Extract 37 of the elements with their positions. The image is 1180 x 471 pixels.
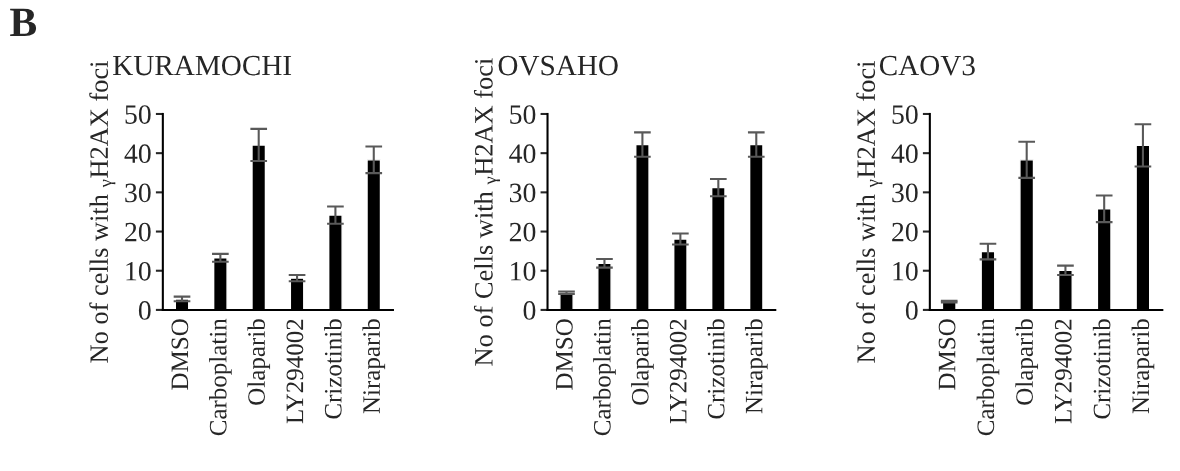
y-tick-label: 10 bbox=[893, 261, 918, 281]
text: B bbox=[10, 8, 37, 37]
y-tick-label: 10 bbox=[511, 261, 536, 281]
y-tick-label: 20 bbox=[509, 222, 536, 242]
x-tick-label: Crizotinib bbox=[324, 319, 342, 419]
y-tick-label: 10 bbox=[126, 261, 151, 281]
x-tick-label: LY294002 bbox=[669, 319, 687, 424]
y-tick-label: 20 bbox=[125, 222, 151, 242]
y-tick-label: 30 bbox=[892, 183, 918, 203]
y-tick-label: 50 bbox=[510, 105, 536, 124]
y-tick-label: 0 bbox=[905, 301, 918, 320]
x-tick-label: Carboplatin bbox=[976, 318, 1000, 436]
x-tick-label: Niraparib bbox=[1131, 319, 1155, 414]
y-tick-label: 40 bbox=[509, 144, 536, 164]
x-tick-label: DMSO bbox=[938, 319, 956, 390]
y-tick-label: 0 bbox=[523, 301, 536, 320]
y-tick-label: 50 bbox=[892, 105, 918, 124]
y-tick-label: 20 bbox=[892, 222, 918, 242]
x-tick-label: Niraparib bbox=[362, 319, 386, 414]
x-tick-label: Olaparib bbox=[631, 319, 654, 405]
y-tick-label: 40 bbox=[124, 144, 151, 164]
x-tick-label: Olaparib bbox=[247, 319, 271, 405]
x-tick-label: Niraparib bbox=[744, 319, 768, 414]
x-tick-label: Crizotinib bbox=[1092, 319, 1111, 419]
x-tick-label: DMSO bbox=[171, 319, 189, 390]
y-tick-label: 30 bbox=[125, 183, 151, 203]
x-tick-label: LY294002 bbox=[1054, 319, 1072, 424]
y-tick-label: 50 bbox=[125, 105, 151, 124]
x-tick-label: Carboplatin bbox=[593, 318, 616, 436]
x-tick-label: Crizotinib bbox=[706, 319, 725, 419]
x-tick-label: LY294002 bbox=[286, 319, 304, 424]
x-tick-label: Olaparib bbox=[1015, 319, 1039, 405]
y-tick-label: 0 bbox=[138, 301, 151, 320]
x-tick-label: Carboplatin bbox=[209, 318, 232, 436]
y-tick-label: 30 bbox=[509, 183, 536, 203]
y-tick-label: 40 bbox=[891, 144, 918, 164]
x-tick-label: DMSO bbox=[555, 319, 573, 390]
